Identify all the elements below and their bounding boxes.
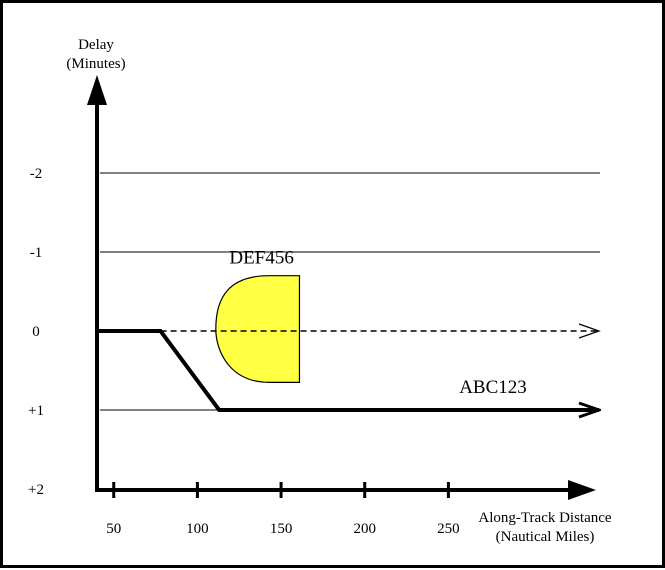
y-axis-label-line1: Delay [78, 37, 114, 53]
x-tick-label: 250 [437, 521, 460, 537]
x-ticks: 50 100 150 200 250 [106, 482, 460, 537]
region-label: DEF456 [229, 248, 293, 269]
y-axis-label-line2: (Minutes) [66, 56, 125, 72]
x-tick-label: 50 [106, 521, 121, 537]
x-tick-label: 150 [270, 521, 293, 537]
y-tick-label: 0 [32, 324, 40, 340]
y-tick-label: -1 [30, 245, 43, 261]
x-axis-label-line1: Along-Track Distance [478, 510, 612, 526]
axes [87, 75, 596, 500]
x-axis-arrowhead [568, 480, 596, 500]
chart-canvas: 50 100 150 200 250 -2 -1 0 +1 +2 Delay (Minutes)… [28, 37, 612, 545]
gridlines [100, 172, 600, 411]
y-tick-label: +1 [28, 403, 44, 419]
y-ticks: -2 -1 0 +1 +2 [28, 166, 44, 498]
series-layer [97, 323, 599, 410]
region-shape [215, 275, 301, 383]
series-label: ABC123 [459, 377, 527, 398]
y-tick-label: +2 [28, 482, 44, 498]
x-tick-label: 200 [353, 521, 376, 537]
series-line [97, 329, 599, 410]
x-axis-label-line2: (Nautical Miles) [496, 529, 595, 545]
y-axis-arrowhead [87, 75, 107, 105]
y-tick-label: -2 [30, 166, 43, 182]
region-layer [215, 275, 301, 383]
x-tick-label: 100 [186, 521, 209, 537]
